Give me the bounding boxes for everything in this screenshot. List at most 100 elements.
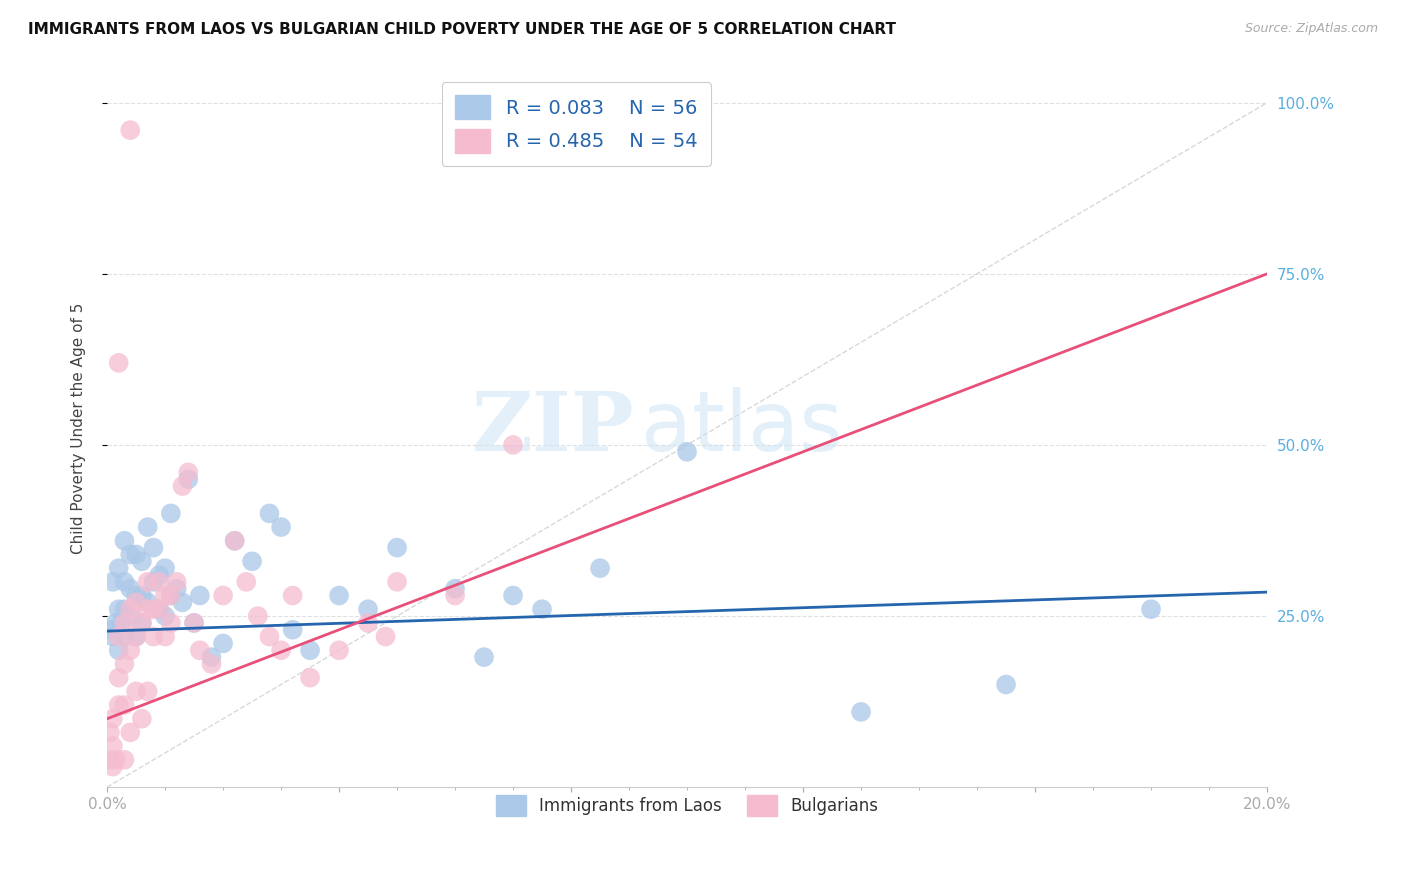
Point <box>142 602 165 616</box>
Point <box>107 643 129 657</box>
Point <box>131 615 153 630</box>
Point <box>172 595 194 609</box>
Point <box>114 602 136 616</box>
Point <box>357 602 380 616</box>
Point <box>589 561 612 575</box>
Point <box>374 630 396 644</box>
Point <box>136 595 159 609</box>
Point <box>114 657 136 671</box>
Point <box>125 595 148 609</box>
Point <box>166 574 188 589</box>
Point <box>125 589 148 603</box>
Point <box>125 630 148 644</box>
Point <box>148 574 170 589</box>
Point <box>101 630 124 644</box>
Point <box>676 445 699 459</box>
Point <box>270 643 292 657</box>
Point <box>107 698 129 712</box>
Text: IMMIGRANTS FROM LAOS VS BULGARIAN CHILD POVERTY UNDER THE AGE OF 5 CORRELATION C: IMMIGRANTS FROM LAOS VS BULGARIAN CHILD … <box>28 22 896 37</box>
Point <box>107 356 129 370</box>
Point <box>299 671 322 685</box>
Point <box>166 582 188 596</box>
Point <box>328 589 350 603</box>
Point <box>160 507 183 521</box>
Point <box>148 568 170 582</box>
Point <box>224 533 246 548</box>
Point <box>101 739 124 753</box>
Point <box>125 684 148 698</box>
Point <box>183 615 205 630</box>
Point <box>98 623 121 637</box>
Point <box>120 123 142 137</box>
Y-axis label: Child Poverty Under the Age of 5: Child Poverty Under the Age of 5 <box>72 302 86 554</box>
Point <box>131 615 153 630</box>
Point <box>299 643 322 657</box>
Point <box>120 582 142 596</box>
Point <box>160 589 183 603</box>
Point <box>114 533 136 548</box>
Point <box>177 466 200 480</box>
Point <box>101 712 124 726</box>
Point <box>136 684 159 698</box>
Point <box>160 589 183 603</box>
Point <box>114 698 136 712</box>
Point <box>502 589 524 603</box>
Point <box>142 574 165 589</box>
Point <box>849 705 872 719</box>
Point <box>97 753 120 767</box>
Point <box>472 650 495 665</box>
Point <box>328 643 350 657</box>
Point <box>385 541 408 555</box>
Point <box>224 533 246 548</box>
Point <box>153 630 176 644</box>
Point <box>131 712 153 726</box>
Point <box>136 602 159 616</box>
Point <box>120 725 142 739</box>
Point <box>142 541 165 555</box>
Point <box>120 643 142 657</box>
Point <box>444 589 467 603</box>
Point <box>107 602 129 616</box>
Point <box>98 725 121 739</box>
Point <box>107 561 129 575</box>
Point <box>153 561 176 575</box>
Point <box>172 479 194 493</box>
Point <box>101 759 124 773</box>
Point <box>1140 602 1163 616</box>
Point <box>385 574 408 589</box>
Text: ZIP: ZIP <box>472 388 636 467</box>
Point <box>125 630 148 644</box>
Point <box>160 615 183 630</box>
Point <box>259 507 281 521</box>
Point <box>120 602 142 616</box>
Point <box>235 574 257 589</box>
Point <box>142 630 165 644</box>
Point <box>444 582 467 596</box>
Point <box>531 602 554 616</box>
Point <box>120 609 142 624</box>
Legend: Immigrants from Laos, Bulgarians: Immigrants from Laos, Bulgarians <box>486 785 889 826</box>
Point <box>131 589 153 603</box>
Point <box>104 615 127 630</box>
Point <box>110 615 132 630</box>
Point <box>136 520 159 534</box>
Point <box>995 677 1018 691</box>
Point <box>148 602 170 616</box>
Point <box>502 438 524 452</box>
Point <box>153 589 176 603</box>
Point <box>107 671 129 685</box>
Text: atlas: atlas <box>641 387 842 468</box>
Point <box>131 554 153 568</box>
Point <box>281 623 304 637</box>
Point <box>153 609 176 624</box>
Point <box>177 472 200 486</box>
Point <box>114 630 136 644</box>
Point <box>357 615 380 630</box>
Point <box>200 650 222 665</box>
Text: Source: ZipAtlas.com: Source: ZipAtlas.com <box>1244 22 1378 36</box>
Point <box>246 609 269 624</box>
Point <box>125 548 148 562</box>
Point <box>259 630 281 644</box>
Point <box>136 574 159 589</box>
Point <box>120 548 142 562</box>
